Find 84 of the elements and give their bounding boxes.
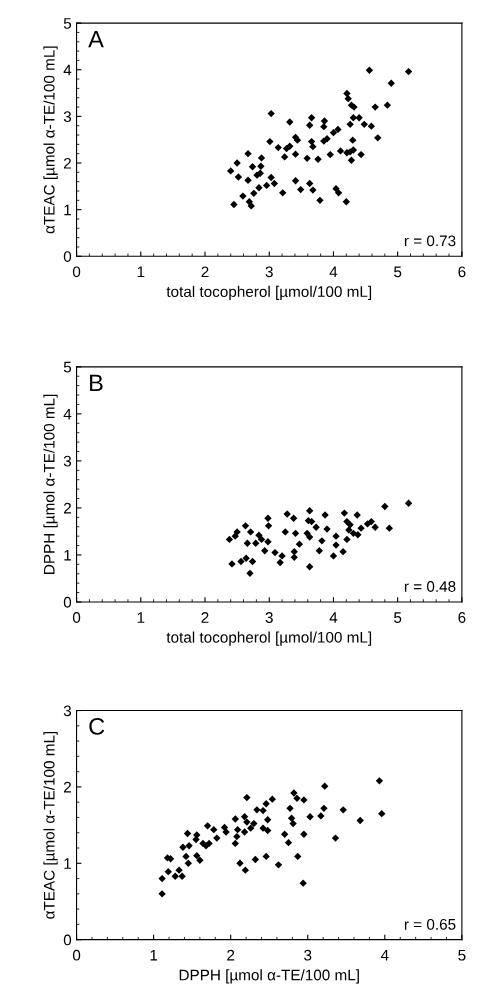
x-tick-label: 4 — [329, 266, 338, 278]
x-tick-label: 5 — [394, 266, 402, 278]
x-tick-label: 0 — [72, 266, 81, 278]
point — [257, 535, 266, 544]
x-tick-label: 3 — [265, 266, 273, 278]
x-tick-label: 3 — [304, 949, 312, 961]
point — [289, 514, 298, 522]
x-tick-label: 1 — [137, 266, 145, 278]
point — [264, 522, 273, 530]
y-tick-label: 4 — [63, 64, 72, 76]
point — [290, 547, 298, 556]
y-tick-label: 2 — [63, 502, 71, 514]
y-tick-label: 4 — [63, 408, 72, 420]
y-tick-label: 5 — [63, 18, 72, 29]
y-tick-label: 5 — [63, 361, 72, 373]
point — [306, 507, 314, 515]
point — [237, 557, 245, 566]
x-tick-label: 5 — [394, 612, 402, 623]
x-tick-label: 0 — [72, 949, 81, 961]
y-axis-title: αTEAC [µmol α-TE/100 mL] — [43, 731, 58, 919]
y-tick-label: 3 — [63, 705, 72, 717]
x-tick-label: 6 — [458, 266, 466, 278]
x-axis-title: DPPH [µmol α-TE/100 mL] — [179, 969, 359, 984]
x-tick-label: 4 — [329, 612, 338, 623]
point — [329, 552, 338, 560]
point — [371, 523, 379, 531]
point — [315, 547, 323, 555]
point — [295, 540, 304, 548]
y-tick-label: 0 — [63, 934, 72, 946]
annotation: r = 0.48 — [404, 581, 456, 592]
point — [276, 558, 284, 567]
point — [381, 502, 389, 511]
y-tick-label: 2 — [63, 781, 71, 793]
point — [243, 539, 252, 547]
y-tick-label: 1 — [64, 204, 71, 216]
point — [246, 528, 255, 536]
annotation: C — [89, 718, 105, 735]
point — [248, 557, 257, 566]
point — [290, 553, 298, 561]
y-tick-label: 1 — [64, 858, 71, 869]
point — [306, 563, 314, 571]
y-tick-label: 3 — [63, 455, 72, 467]
point — [404, 499, 413, 507]
annotation: B — [90, 374, 103, 391]
point — [271, 548, 279, 557]
point — [246, 569, 254, 577]
point — [291, 529, 300, 537]
point — [241, 522, 250, 530]
point — [261, 547, 269, 555]
x-tick-label: 4 — [380, 949, 389, 961]
point — [225, 535, 234, 544]
y-tick-label: 0 — [63, 251, 72, 262]
y-axis-title: DPPH [µmol α-TE/100 mL] — [43, 394, 58, 574]
point — [385, 524, 393, 532]
x-tick-label: 2 — [201, 612, 209, 623]
y-tick-label: 2 — [63, 157, 71, 169]
x-tick-label: 6 — [458, 612, 466, 623]
annotation: A — [88, 30, 104, 48]
point — [339, 547, 347, 556]
point — [281, 528, 289, 536]
y-axis-title: αTEAC [µmol α-TE/100 mL] — [43, 46, 58, 234]
point — [306, 533, 314, 541]
y-tick-label: 3 — [63, 111, 72, 123]
y-tick-label: 0 — [63, 596, 72, 608]
point — [303, 529, 311, 537]
x-tick-label: 1 — [137, 612, 145, 623]
x-tick-label: 2 — [201, 266, 209, 278]
x-tick-label: 5 — [458, 949, 466, 961]
annotation: r = 0.65 — [404, 918, 456, 930]
point — [343, 535, 351, 544]
x-axis-title: total tocopherol [µmol/100 mL] — [166, 631, 372, 646]
x-tick-label: 1 — [150, 949, 158, 961]
point — [340, 509, 349, 517]
x-tick-label: 2 — [227, 949, 235, 961]
point — [349, 529, 358, 537]
point — [242, 554, 250, 562]
x-axis-title: total tocopherol [µmol/100 mL] — [166, 285, 372, 301]
point — [252, 539, 260, 547]
y-tick-label: 1 — [64, 549, 71, 561]
x-tick-label: 0 — [72, 612, 81, 623]
point — [363, 520, 372, 528]
annotation: r = 0.73 — [404, 235, 456, 247]
x-tick-label: 3 — [265, 612, 273, 623]
point — [231, 532, 239, 540]
